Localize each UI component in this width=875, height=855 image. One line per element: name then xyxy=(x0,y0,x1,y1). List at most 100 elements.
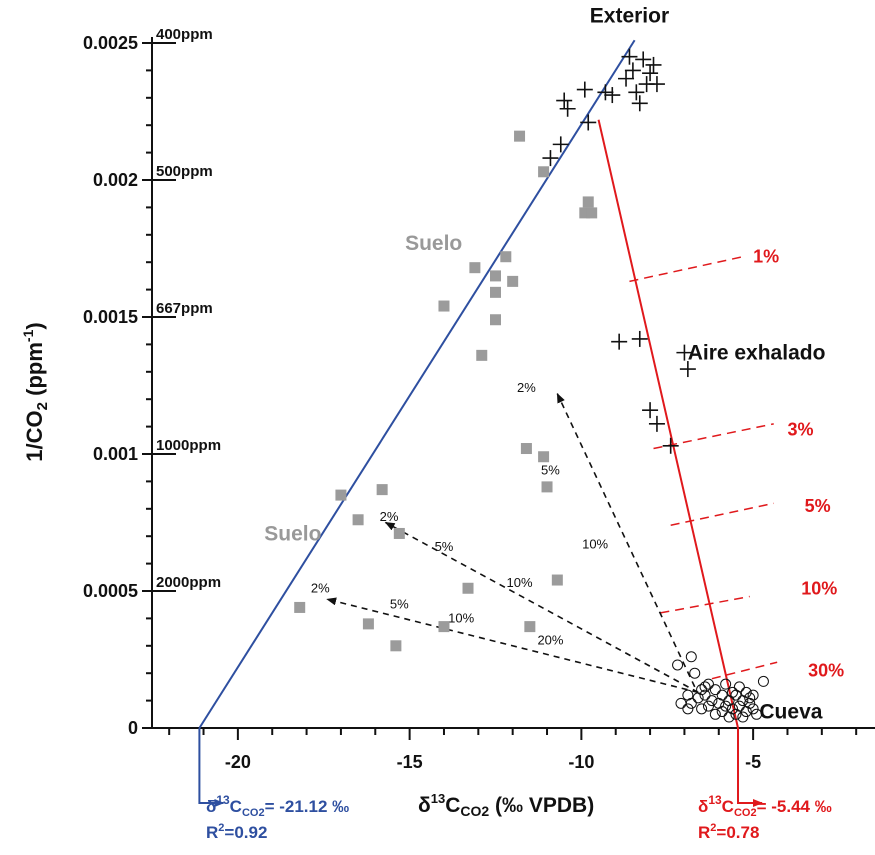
red-intercept-arrow xyxy=(737,728,764,807)
square-marker xyxy=(469,262,481,274)
square-marker xyxy=(335,489,347,501)
ppm-label: 2000ppm xyxy=(156,574,221,591)
square-marker xyxy=(541,481,553,493)
arrow-percent-label: 20% xyxy=(537,632,563,647)
square-marker xyxy=(390,640,402,652)
circle-marker xyxy=(672,659,684,671)
plus-marker xyxy=(580,114,597,131)
x-tick-label: -5 xyxy=(745,752,761,772)
circle-marker xyxy=(709,708,721,720)
red-delta-value: δ13CCO2= -5.44 ‰ xyxy=(698,793,832,819)
mixing-arrow xyxy=(326,597,699,694)
arrow-percent-label: 10% xyxy=(448,610,474,625)
square-marker xyxy=(476,349,488,361)
x-tick-label: -10 xyxy=(568,752,594,772)
mixing-arrows: 2% 5% 10% 2% 5% 10% 2% 5% 10% 20% xyxy=(311,380,699,694)
circle-marker xyxy=(692,692,704,704)
plus-marker xyxy=(552,136,569,153)
percent-marks: 1% 3% 5% 10% 30% xyxy=(629,247,844,680)
mixing-arrow xyxy=(556,392,696,688)
circle-marker xyxy=(757,675,769,687)
plus-marker xyxy=(631,330,648,347)
plus-marker xyxy=(628,84,645,101)
circle-marker xyxy=(744,692,756,704)
square-marker xyxy=(538,166,550,178)
circle-marker xyxy=(702,700,714,712)
square-marker xyxy=(362,618,374,630)
annotation-aire-exhalado: Aire exhalado xyxy=(688,342,826,365)
x-axis-label: δ13CCO2 (‰ VPDB) xyxy=(418,791,594,819)
percent-dash-line xyxy=(653,423,774,450)
red-result: δ13CCO2= -5.44 ‰ R2=0.78 xyxy=(698,793,832,842)
square-marker xyxy=(520,443,532,455)
circle-marker xyxy=(730,689,742,701)
plus-marker xyxy=(635,51,652,68)
percent-dash-line xyxy=(660,595,750,614)
percent-dash-line xyxy=(711,661,778,680)
circle-marker xyxy=(689,667,701,679)
plus-marker xyxy=(631,95,648,112)
arrow-percent-label: 10% xyxy=(507,575,533,590)
square-marker xyxy=(524,621,536,633)
arrow-percent-label: 2% xyxy=(311,580,330,595)
annotation-suelo: Suelo xyxy=(264,522,321,545)
square-marker xyxy=(393,527,405,539)
circle-marker xyxy=(685,651,697,663)
annotation-exterior: Exterior xyxy=(590,5,669,28)
ppm-label: 400ppm xyxy=(156,26,213,43)
circle-marker xyxy=(730,708,742,720)
red-r2-value: R2=0.78 xyxy=(698,822,759,842)
square-marker xyxy=(579,207,591,219)
square-marker xyxy=(352,514,364,526)
circle-marker xyxy=(706,695,718,707)
y-tick-label: 0.0015 xyxy=(83,307,138,327)
plus-marker xyxy=(642,402,659,419)
square-marker xyxy=(438,300,450,312)
plus-marker xyxy=(662,437,679,454)
ppm-label: 500ppm xyxy=(156,163,213,180)
percent-label: 3% xyxy=(787,419,813,439)
arrow-percent-label: 5% xyxy=(435,539,454,554)
plus-marker xyxy=(679,361,696,378)
circle-marker xyxy=(696,703,708,715)
y-tick-label: 0.0005 xyxy=(83,581,138,601)
square-marker xyxy=(582,196,594,208)
circle-marker xyxy=(716,706,728,718)
percent-label: 5% xyxy=(805,496,831,516)
ppm-label: 1000ppm xyxy=(156,437,221,454)
plus-marker xyxy=(624,62,641,79)
plus-marker xyxy=(559,100,576,117)
y-tick-label: 0.0025 xyxy=(83,33,138,53)
square-marker xyxy=(376,484,388,496)
circle-marker xyxy=(699,681,711,693)
annotation-suelo: Suelo xyxy=(405,232,462,255)
blue-result: δ13CCO2= -21.12 ‰ R2=0.92 xyxy=(206,793,349,842)
square-marker xyxy=(490,286,501,298)
square-marker xyxy=(490,314,501,326)
circle-marker xyxy=(723,711,735,723)
arrow-percent-label: 5% xyxy=(541,462,560,477)
plus-marker xyxy=(618,70,635,87)
square-marker xyxy=(438,621,450,633)
circle-marker xyxy=(737,695,749,707)
square-marker xyxy=(490,270,501,282)
y-axis-label: 1/CO2 (ppm-1) xyxy=(20,322,51,461)
square-marker xyxy=(514,130,526,142)
circle-marker xyxy=(699,689,711,701)
regression-lines xyxy=(198,39,764,807)
blue-delta-value: δ13CCO2= -21.12 ‰ xyxy=(206,793,349,819)
blue-r2-value: R2=0.92 xyxy=(206,822,267,842)
arrow-percent-label: 2% xyxy=(517,380,536,395)
plus-marker xyxy=(556,92,573,109)
arrow-percent-label: 2% xyxy=(380,509,399,524)
square-marker xyxy=(462,582,474,594)
plus-marker xyxy=(621,48,638,65)
plus-marker xyxy=(604,87,621,104)
ppm-label: 667ppm xyxy=(156,300,213,317)
percent-label: 30% xyxy=(808,660,844,680)
square-marker xyxy=(294,601,306,613)
mixing-arrow xyxy=(384,521,699,694)
plus-marker xyxy=(576,81,593,98)
square-marker xyxy=(500,251,512,263)
